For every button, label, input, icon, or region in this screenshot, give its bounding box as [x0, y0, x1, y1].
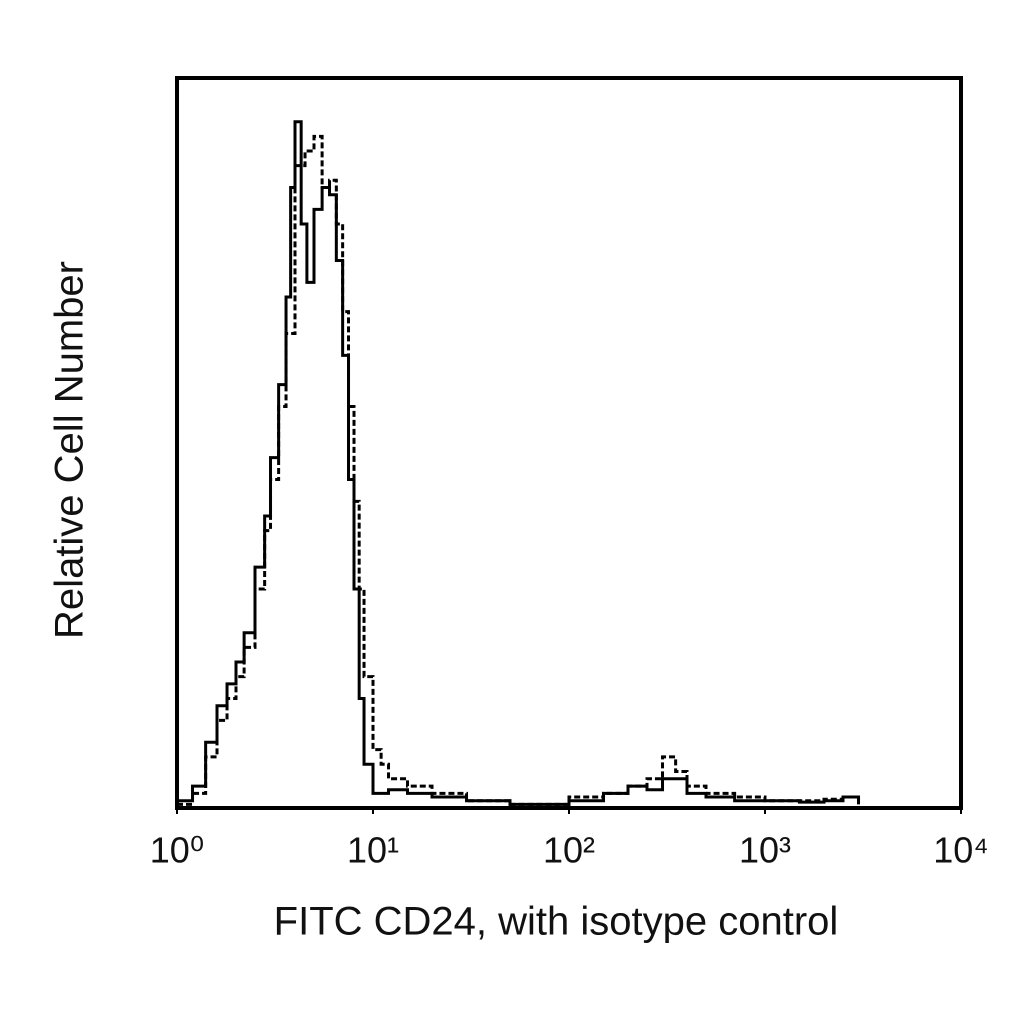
histogram-line	[177, 120, 861, 806]
x-axis-label: FITC CD24, with isotype control	[274, 900, 839, 944]
x-tick-label: 10³	[739, 830, 791, 871]
x-tick-label: 10²	[543, 830, 595, 871]
histogram-line	[177, 134, 861, 806]
x-tick-label: 10⁴	[933, 830, 989, 871]
x-tick-label: 10⁰	[150, 830, 204, 871]
y-axis-label: Relative Cell Number	[48, 261, 92, 639]
x-tick-label: 10¹	[347, 830, 399, 871]
